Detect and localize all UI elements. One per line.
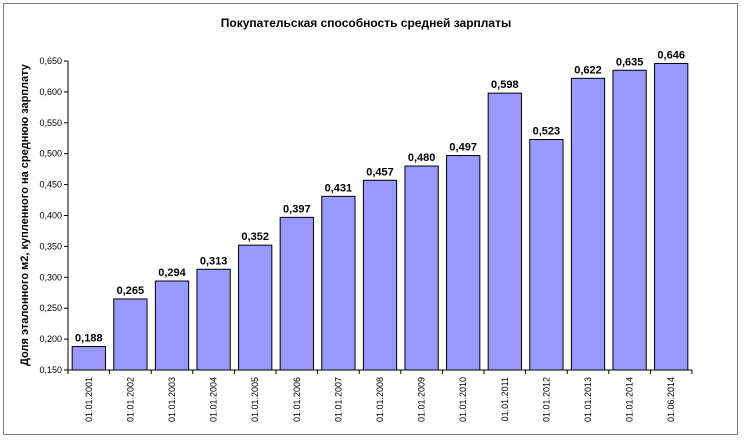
bar-value-label: 0,294 bbox=[158, 267, 186, 279]
bar bbox=[321, 195, 356, 371]
bar-value-label: 0,523 bbox=[533, 125, 561, 137]
x-tick-label: 01.01.2005 bbox=[250, 377, 260, 422]
bar bbox=[487, 92, 522, 371]
bar-value-label: 0,313 bbox=[200, 255, 228, 267]
y-axis-label: Доля эталонного м2, купленного на средню… bbox=[19, 63, 31, 366]
bar bbox=[238, 244, 273, 371]
y-tick-label: 0,300 bbox=[39, 272, 62, 282]
bar bbox=[279, 216, 314, 371]
bar-value-label: 0,497 bbox=[449, 142, 477, 154]
y-axis: 0,150 0,200 0,250 0,300 0,350 0,400 0,450 0,500… bbox=[39, 56, 69, 375]
x-tick-label: 01.01.2014 bbox=[625, 377, 635, 422]
bar-value-label: 0,188 bbox=[75, 333, 103, 345]
bar-value-label: 0,265 bbox=[117, 285, 145, 297]
x-axis: 01.01.2001 01.01.2002 01.01.2003 01.01.2004… bbox=[67, 369, 693, 422]
bar bbox=[71, 346, 106, 371]
chart-title: Покупательская способность средней зарпл… bbox=[221, 16, 511, 30]
y-tick-label: 0,250 bbox=[39, 303, 62, 313]
x-tick-label: 01.01.2002 bbox=[125, 377, 135, 422]
y-tick-label: 0,200 bbox=[39, 334, 62, 344]
bar bbox=[362, 179, 398, 371]
bar-value-label: 0,598 bbox=[491, 79, 519, 91]
y-tick-label: 0,650 bbox=[39, 56, 62, 66]
bar bbox=[529, 138, 564, 371]
y-tick-label: 0,350 bbox=[39, 241, 62, 251]
y-tick-label: 0,150 bbox=[39, 365, 62, 375]
y-tick-label: 0,400 bbox=[39, 211, 62, 221]
y-tick-label: 0,550 bbox=[39, 118, 62, 128]
bar-value-label: 0,646 bbox=[657, 49, 685, 61]
y-tick-label: 0,600 bbox=[39, 87, 62, 97]
bar-value-label: 0,635 bbox=[616, 56, 644, 68]
bar-value-label: 0,352 bbox=[241, 231, 269, 243]
x-tick-label: 01.01.2004 bbox=[209, 377, 219, 422]
x-tick-label: 01.01.2007 bbox=[333, 377, 343, 422]
y-tick-label: 0,500 bbox=[39, 149, 62, 159]
x-tick-label: 01.01.2009 bbox=[417, 377, 427, 422]
x-tick-label: 01.01.2008 bbox=[375, 377, 385, 422]
bar-value-label: 0,480 bbox=[408, 152, 436, 164]
bar bbox=[154, 280, 190, 371]
bar-value-label: 0,431 bbox=[325, 182, 353, 194]
bar bbox=[446, 155, 481, 371]
data-labels-group: 0,188 0,265 0,294 0,313 0,352 0,397 0,431 0,457… bbox=[75, 49, 685, 344]
y-tick-label: 0,450 bbox=[39, 180, 62, 190]
bar bbox=[654, 62, 689, 371]
x-tick-label: 01.01.2003 bbox=[167, 377, 177, 422]
bar-value-label: 0,622 bbox=[574, 64, 602, 76]
bar bbox=[113, 298, 148, 371]
bars-group bbox=[71, 62, 689, 371]
bar-value-label: 0,397 bbox=[283, 203, 311, 215]
bar bbox=[570, 77, 606, 371]
x-tick-label: 01.01.2011 bbox=[500, 377, 510, 421]
x-tick-label: 01.01.2010 bbox=[458, 377, 468, 422]
x-tick-label: 01.01.2013 bbox=[583, 377, 593, 422]
x-tick-label: 01.01.2006 bbox=[292, 377, 302, 422]
x-tick-label: 01.01.2012 bbox=[541, 377, 551, 422]
x-tick-label: 01.06.2014 bbox=[666, 377, 676, 422]
x-tick-label: 01.01.2001 bbox=[84, 377, 94, 422]
bar bbox=[196, 268, 231, 371]
bar-value-label: 0,457 bbox=[366, 166, 394, 178]
bar bbox=[404, 165, 439, 371]
bar bbox=[612, 69, 647, 371]
